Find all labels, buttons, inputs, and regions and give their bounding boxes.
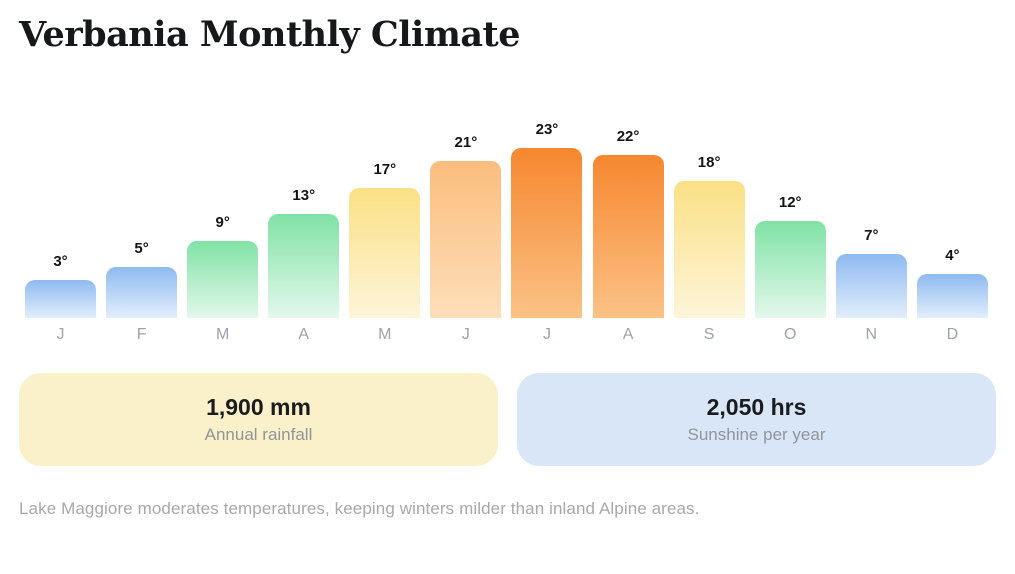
- temp-label: 21°: [454, 134, 478, 151]
- temp-label: 5°: [134, 240, 149, 257]
- temperature-bar: [511, 148, 583, 318]
- bar-column: 18° S: [673, 154, 745, 348]
- temperature-bar: [916, 274, 988, 318]
- month-label: A: [622, 326, 634, 343]
- sunshine-label: Sunshine per year: [687, 425, 826, 444]
- rainfall-card: 1,900 mm Annual rainfall: [19, 373, 498, 466]
- temperature-bar: [268, 214, 340, 318]
- rainfall-label: Annual rainfall: [204, 425, 313, 444]
- temp-label: 9°: [215, 214, 230, 231]
- temp-label: 13°: [292, 187, 316, 204]
- temperature-bar: [106, 267, 178, 318]
- bar-column: 17° M: [349, 161, 421, 348]
- temp-label: 4°: [945, 247, 960, 264]
- bar-column: 5° F: [106, 240, 178, 348]
- bar-column: 7° N: [835, 227, 907, 348]
- temp-label: 12°: [778, 194, 802, 211]
- temp-label: 3°: [53, 253, 68, 270]
- temperature-bar: [592, 155, 664, 318]
- page-title: Verbania Monthly Climate: [19, 14, 520, 55]
- month-label: M: [378, 326, 392, 343]
- month-label: M: [215, 326, 230, 343]
- bar-column: 23° J: [511, 121, 583, 348]
- stat-cards: 1,900 mm Annual rainfall 2,050 hrs Sunsh…: [19, 373, 996, 466]
- sunshine-value: 2,050 hrs: [706, 394, 807, 420]
- bar-column: 13° A: [268, 187, 340, 348]
- temperature-bar: [430, 161, 502, 318]
- temperature-bar: [754, 221, 826, 318]
- sunshine-card: 2,050 hrs Sunshine per year: [517, 373, 996, 466]
- temperature-bar: [349, 188, 421, 318]
- temperature-bar: [835, 254, 907, 318]
- rainfall-value: 1,900 mm: [206, 394, 311, 420]
- bar-column: 4° D: [916, 247, 988, 348]
- temperature-bar: [673, 181, 745, 318]
- temp-label: 22°: [616, 128, 640, 145]
- month-label: A: [298, 326, 310, 343]
- temp-label: 17°: [373, 161, 397, 178]
- temperature-bar: [25, 280, 96, 318]
- bar-column: 12° O: [754, 194, 826, 348]
- month-label: J: [461, 326, 470, 343]
- bar-column: 21° J: [430, 134, 502, 348]
- month-label: D: [946, 326, 959, 343]
- chart-bars: 3° J 5° F 9° M 13° A 17° M 21° J 23° J 22° A 18° S 12° O 7° N…: [25, 121, 988, 348]
- bar-column: 9° M: [187, 214, 259, 348]
- month-label: S: [703, 326, 715, 343]
- month-label: N: [865, 326, 878, 343]
- temperature-bar: [187, 241, 259, 318]
- temp-label: 7°: [864, 227, 879, 244]
- temp-label: 18°: [697, 154, 721, 171]
- footnote: Lake Maggiore moderates temperatures, ke…: [19, 499, 700, 518]
- month-label: O: [783, 326, 797, 343]
- temp-label: 23°: [535, 121, 559, 138]
- bar-column: 22° A: [592, 128, 664, 348]
- bar-column: 3° J: [25, 253, 96, 348]
- month-label: J: [542, 326, 551, 343]
- month-label: J: [56, 326, 65, 343]
- month-label: F: [136, 326, 147, 343]
